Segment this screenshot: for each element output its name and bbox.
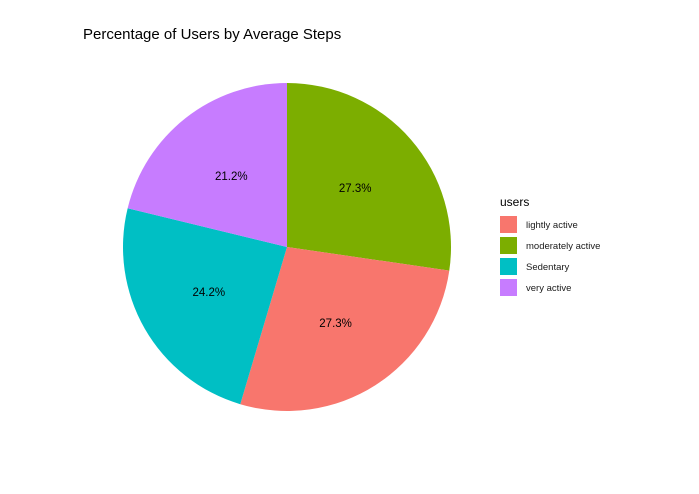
- pie-slice-very-active: [127, 83, 288, 247]
- legend-label-moderately-active: moderately active: [526, 241, 600, 252]
- chart-title: Percentage of Users by Average Steps: [83, 26, 341, 43]
- pie-slice-sedentary: [122, 208, 287, 405]
- legend-swatch-very-active: [500, 279, 517, 296]
- legend-swatch-moderately-active: [500, 237, 517, 254]
- slice-label-lightly-active: 27.3%: [319, 318, 352, 330]
- legend-swatch-sedentary: [500, 258, 517, 275]
- slice-label-sedentary: 24.2%: [192, 287, 225, 299]
- slice-label-very-active: 21.2%: [215, 171, 248, 183]
- legend: users lightly active moderately active Sed…: [500, 195, 600, 296]
- slice-label-moderately-active: 27.3%: [339, 183, 372, 195]
- pie-slice-labels: 27.3% 27.3% 24.2% 21.2%: [192, 171, 371, 330]
- pie-slice-lightly-active: [240, 247, 450, 412]
- legend-label-lightly-active: lightly active: [526, 220, 578, 231]
- pie-slices: [122, 83, 451, 412]
- legend-items: lightly active moderately active Sedentary…: [500, 216, 600, 296]
- pie-slice-moderately-active: [287, 83, 451, 271]
- legend-label-very-active: very active: [526, 283, 571, 294]
- legend-swatch-lightly-active: [500, 216, 517, 233]
- legend-label-sedentary: Sedentary: [526, 262, 570, 273]
- legend-title: users: [500, 195, 529, 209]
